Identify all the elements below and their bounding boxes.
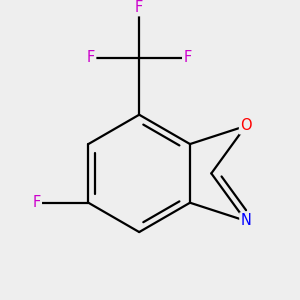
Text: F: F — [183, 50, 191, 65]
Text: F: F — [135, 0, 143, 15]
Text: F: F — [87, 50, 95, 65]
Text: N: N — [240, 213, 251, 228]
Text: F: F — [33, 195, 41, 210]
Text: O: O — [240, 118, 252, 134]
